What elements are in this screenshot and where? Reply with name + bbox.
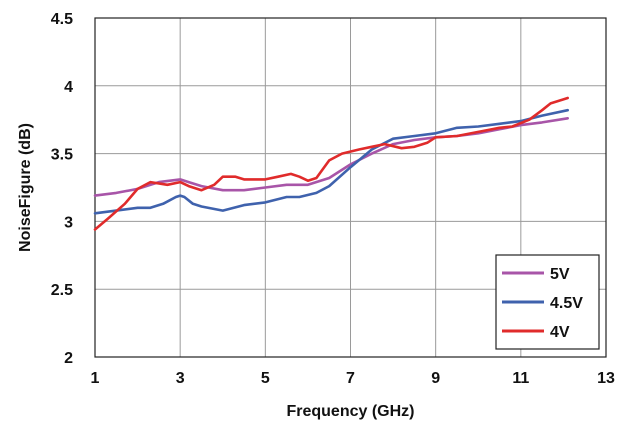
series-lines — [93, 96, 569, 231]
y-tick-label: 3 — [64, 214, 73, 231]
y-tick-label: 3.5 — [51, 147, 73, 164]
x-tick-label: 9 — [431, 370, 440, 387]
plot-area-frame — [94, 17, 607, 358]
legend: 5V 4.5V 4V — [495, 254, 600, 350]
y-axis-label: NoiseFigure (dB) — [17, 123, 34, 252]
x-tick-label: 7 — [346, 370, 355, 387]
x-axis-label: Frequency (GHz) — [286, 403, 414, 420]
x-tick-label: 3 — [176, 370, 185, 387]
x-tick-label: 1 — [91, 370, 100, 387]
series-line-4v — [93, 96, 569, 231]
x-tick-label: 13 — [597, 370, 615, 387]
x-tick-label: 5 — [261, 370, 270, 387]
series-line-5v — [93, 117, 569, 197]
x-axis-ticks: 1 3 5 7 9 11 13 — [91, 370, 615, 387]
y-tick-label: 4 — [64, 79, 73, 96]
legend-label: 5V — [550, 266, 570, 283]
y-tick-label: 2 — [64, 350, 73, 367]
legend-label: 4.5V — [550, 295, 583, 312]
x-tick-label: 11 — [512, 370, 529, 387]
series-line-4-5v — [93, 108, 569, 215]
y-tick-label: 4.5 — [51, 11, 73, 28]
y-axis-ticks: 2 2.5 3 3.5 4 4.5 — [51, 11, 73, 367]
y-tick-label: 2.5 — [51, 282, 73, 299]
legend-label: 4V — [550, 324, 570, 341]
